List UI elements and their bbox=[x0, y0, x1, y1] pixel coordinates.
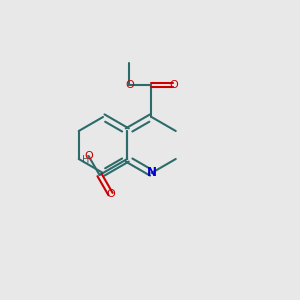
Text: O: O bbox=[84, 151, 93, 161]
Text: O: O bbox=[106, 189, 115, 199]
Text: H: H bbox=[82, 155, 89, 165]
Text: O: O bbox=[125, 80, 134, 90]
Text: N: N bbox=[146, 166, 157, 178]
Text: O: O bbox=[169, 80, 178, 90]
